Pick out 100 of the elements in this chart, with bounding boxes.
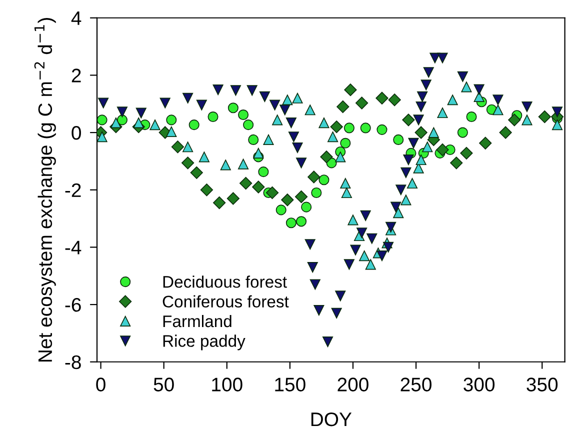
point (436, 143, 449, 156)
point (328, 132, 338, 142)
point (340, 178, 351, 189)
point (272, 114, 283, 126)
point (359, 250, 370, 262)
point (344, 259, 354, 270)
point (492, 94, 504, 106)
point (390, 202, 402, 212)
point (213, 196, 226, 210)
y-axis-title: Net ecosystem exchange (g C m$^{−2}$ d$^{−1}$) (34, 18, 56, 362)
point (133, 118, 144, 128)
point (420, 80, 432, 90)
point (348, 214, 358, 226)
point (97, 132, 108, 142)
point (522, 114, 532, 126)
point (136, 108, 146, 118)
point (376, 124, 388, 135)
point (270, 100, 280, 110)
point (230, 85, 241, 96)
point (457, 127, 468, 138)
point (253, 148, 264, 158)
point (402, 114, 415, 126)
point (341, 187, 352, 198)
point (450, 156, 463, 170)
point (248, 134, 259, 145)
point (403, 154, 414, 166)
y-tick-label: -6 (65, 298, 81, 312)
point (258, 166, 269, 178)
point (200, 184, 214, 196)
point (447, 94, 458, 106)
point (280, 104, 290, 116)
point (428, 127, 439, 138)
point (414, 126, 428, 139)
point (97, 114, 108, 126)
point (344, 84, 357, 96)
point (228, 102, 238, 114)
point (307, 262, 318, 273)
point (383, 242, 394, 252)
point (479, 136, 492, 150)
point (422, 142, 433, 152)
point (322, 336, 334, 348)
point (376, 250, 388, 262)
point (220, 160, 231, 170)
point (226, 192, 240, 205)
point (400, 167, 412, 178)
point (365, 259, 376, 270)
point (246, 85, 258, 96)
y-tick-label: -4 (65, 240, 82, 254)
point (310, 279, 320, 290)
point (388, 94, 401, 106)
point (110, 118, 122, 128)
point (552, 120, 563, 130)
point (344, 122, 354, 134)
point (171, 140, 184, 154)
point (296, 158, 307, 168)
point (406, 178, 418, 189)
point (286, 218, 296, 228)
point (314, 305, 324, 316)
point (457, 71, 468, 82)
point (304, 104, 316, 116)
point (181, 156, 194, 170)
point (116, 106, 128, 118)
point (508, 114, 521, 126)
x-tick-label: 350 (526, 378, 558, 392)
point (318, 174, 330, 186)
legend-label: Deciduous forest (163, 276, 287, 288)
point (416, 101, 426, 112)
y-tick-label: 2 (72, 68, 81, 82)
legend-label: Rice paddy (163, 334, 246, 350)
point (335, 152, 346, 162)
point (376, 92, 388, 104)
point (413, 114, 424, 126)
point (196, 100, 207, 110)
point (288, 132, 299, 142)
point (243, 120, 254, 130)
point (190, 166, 203, 179)
point (166, 114, 177, 126)
point (320, 150, 333, 164)
point (292, 92, 303, 104)
y-tick-label: 0 (72, 126, 81, 140)
point (98, 98, 109, 108)
point (335, 290, 346, 302)
point (301, 202, 312, 212)
point (296, 216, 307, 227)
point (252, 180, 265, 194)
legend-label: Coniferous forest (162, 295, 289, 308)
point (538, 110, 551, 124)
point (437, 52, 448, 64)
point (182, 142, 194, 152)
point (150, 120, 160, 130)
point (311, 187, 322, 198)
point (350, 244, 361, 256)
point (286, 118, 296, 128)
point (522, 101, 532, 112)
point (474, 84, 484, 95)
point (318, 118, 330, 128)
point (417, 91, 428, 102)
point (198, 152, 210, 162)
point (294, 190, 308, 204)
point (437, 107, 448, 118)
